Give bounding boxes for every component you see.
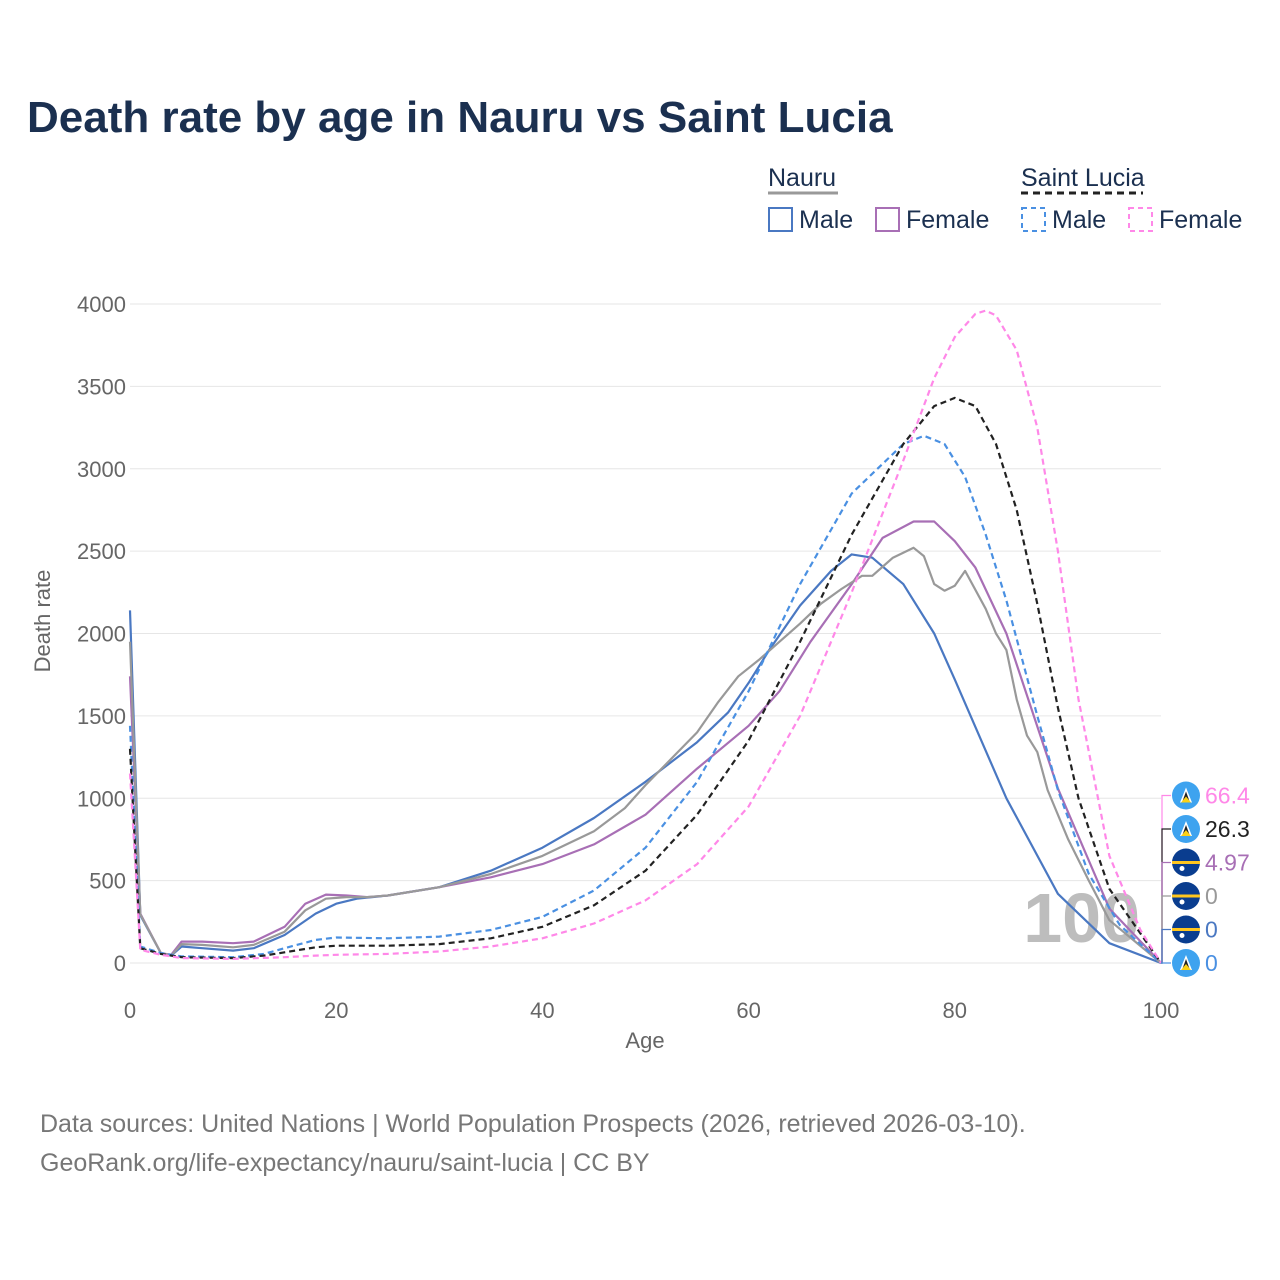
chart-title: Death rate by age in Nauru vs Saint Luci… xyxy=(27,93,893,142)
x-axis-ticks: 0 20 40 60 80 100 xyxy=(124,998,1179,1023)
y-tick-label-4000: 4000 xyxy=(77,292,126,317)
y-tick-label-0: 0 xyxy=(114,951,126,976)
end-label-nauru-male: 0 xyxy=(1205,917,1218,943)
legend-saint-lucia-male-swatch xyxy=(1021,207,1046,232)
y-tick-label-3500: 3500 xyxy=(77,374,126,399)
end-label-nauru-female: 4.97 xyxy=(1205,850,1250,876)
series-line-nauru-both[interactable] xyxy=(128,546,1162,964)
nauru-flag-stripe xyxy=(1172,861,1200,864)
nauru-flag-stripe xyxy=(1172,928,1200,931)
legend-saint-lucia-female-swatch xyxy=(1128,207,1153,232)
nauru-flag-star xyxy=(1179,933,1185,938)
legend-group-nauru-title: Nauru xyxy=(768,164,836,192)
end-labels: 66.4 26.3 4.97 0 0 0 xyxy=(1161,781,1250,977)
x-tick-label-80: 80 xyxy=(943,998,967,1023)
y-tick-label-2000: 2000 xyxy=(77,622,126,647)
nauru-flag-stripe xyxy=(1172,894,1200,898)
saint-lucia-flag-triangle-gold xyxy=(1181,796,1191,803)
end-label-connector-4 xyxy=(1161,928,1171,964)
saint-lucia-flag-triangle-gold xyxy=(1181,830,1191,836)
legend-nauru-male-label: Male xyxy=(799,206,853,234)
series-layer xyxy=(128,309,1162,965)
y-tick-label-1000: 1000 xyxy=(77,786,126,811)
legend-group-nauru[interactable]: Nauru Male Female xyxy=(768,164,989,234)
grid xyxy=(130,303,1161,964)
y-axis-label: Death rate xyxy=(30,570,55,673)
end-label-saint-lucia-male: 0 xyxy=(1205,950,1218,976)
legend-nauru-female-swatch xyxy=(875,207,900,232)
end-label-nauru-both: 0 xyxy=(1205,883,1218,909)
legend: Nauru Male Female Saint Lucia Male Femal… xyxy=(768,164,1242,234)
series-line-nauru-female[interactable] xyxy=(128,520,1162,964)
saint-lucia-flag-triangle-gold xyxy=(1181,964,1191,970)
x-tick-label-100: 100 xyxy=(1143,998,1180,1023)
x-tick-label-0: 0 xyxy=(124,998,136,1023)
legend-group-saint-lucia[interactable]: Saint Lucia Male Female xyxy=(1021,164,1242,234)
x-tick-label-40: 40 xyxy=(530,998,554,1023)
y-tick-label-1500: 1500 xyxy=(77,704,126,729)
series-line-saint-lucia-female[interactable] xyxy=(128,309,1162,964)
y-tick-label-2500: 2500 xyxy=(77,539,126,564)
nauru-flag-star xyxy=(1179,899,1185,905)
nauru-flag-star xyxy=(1179,866,1185,871)
series-line-nauru-male[interactable] xyxy=(128,553,1162,965)
source-line-2[interactable]: GeoRank.org/life-expectancy/nauru/saint-… xyxy=(40,1149,650,1177)
legend-saint-lucia-male-label: Male xyxy=(1052,206,1106,234)
source-line-1: Data sources: United Nations | World Pop… xyxy=(40,1110,1026,1138)
legend-saint-lucia-female-label: Female xyxy=(1159,206,1242,234)
legend-group-saint-lucia-title: Saint Lucia xyxy=(1021,164,1145,192)
y-tick-label-500: 500 xyxy=(89,869,126,894)
series-line-saint-lucia-both[interactable] xyxy=(128,396,1162,964)
y-axis-ticks: 0 500 1000 1500 2000 2500 3000 3500 4000 xyxy=(77,292,126,976)
end-label-saint-lucia-both: 26.3 xyxy=(1205,816,1250,842)
legend-nauru-male-swatch xyxy=(768,207,793,232)
y-tick-label-3000: 3000 xyxy=(77,457,126,482)
x-tick-label-60: 60 xyxy=(736,998,760,1023)
x-axis-label: Age xyxy=(625,1028,664,1053)
end-label-saint-lucia-female: 66.4 xyxy=(1205,783,1250,809)
legend-nauru-female-label: Female xyxy=(906,206,989,234)
x-tick-label-20: 20 xyxy=(324,998,348,1023)
series-line-saint-lucia-male[interactable] xyxy=(128,434,1162,964)
